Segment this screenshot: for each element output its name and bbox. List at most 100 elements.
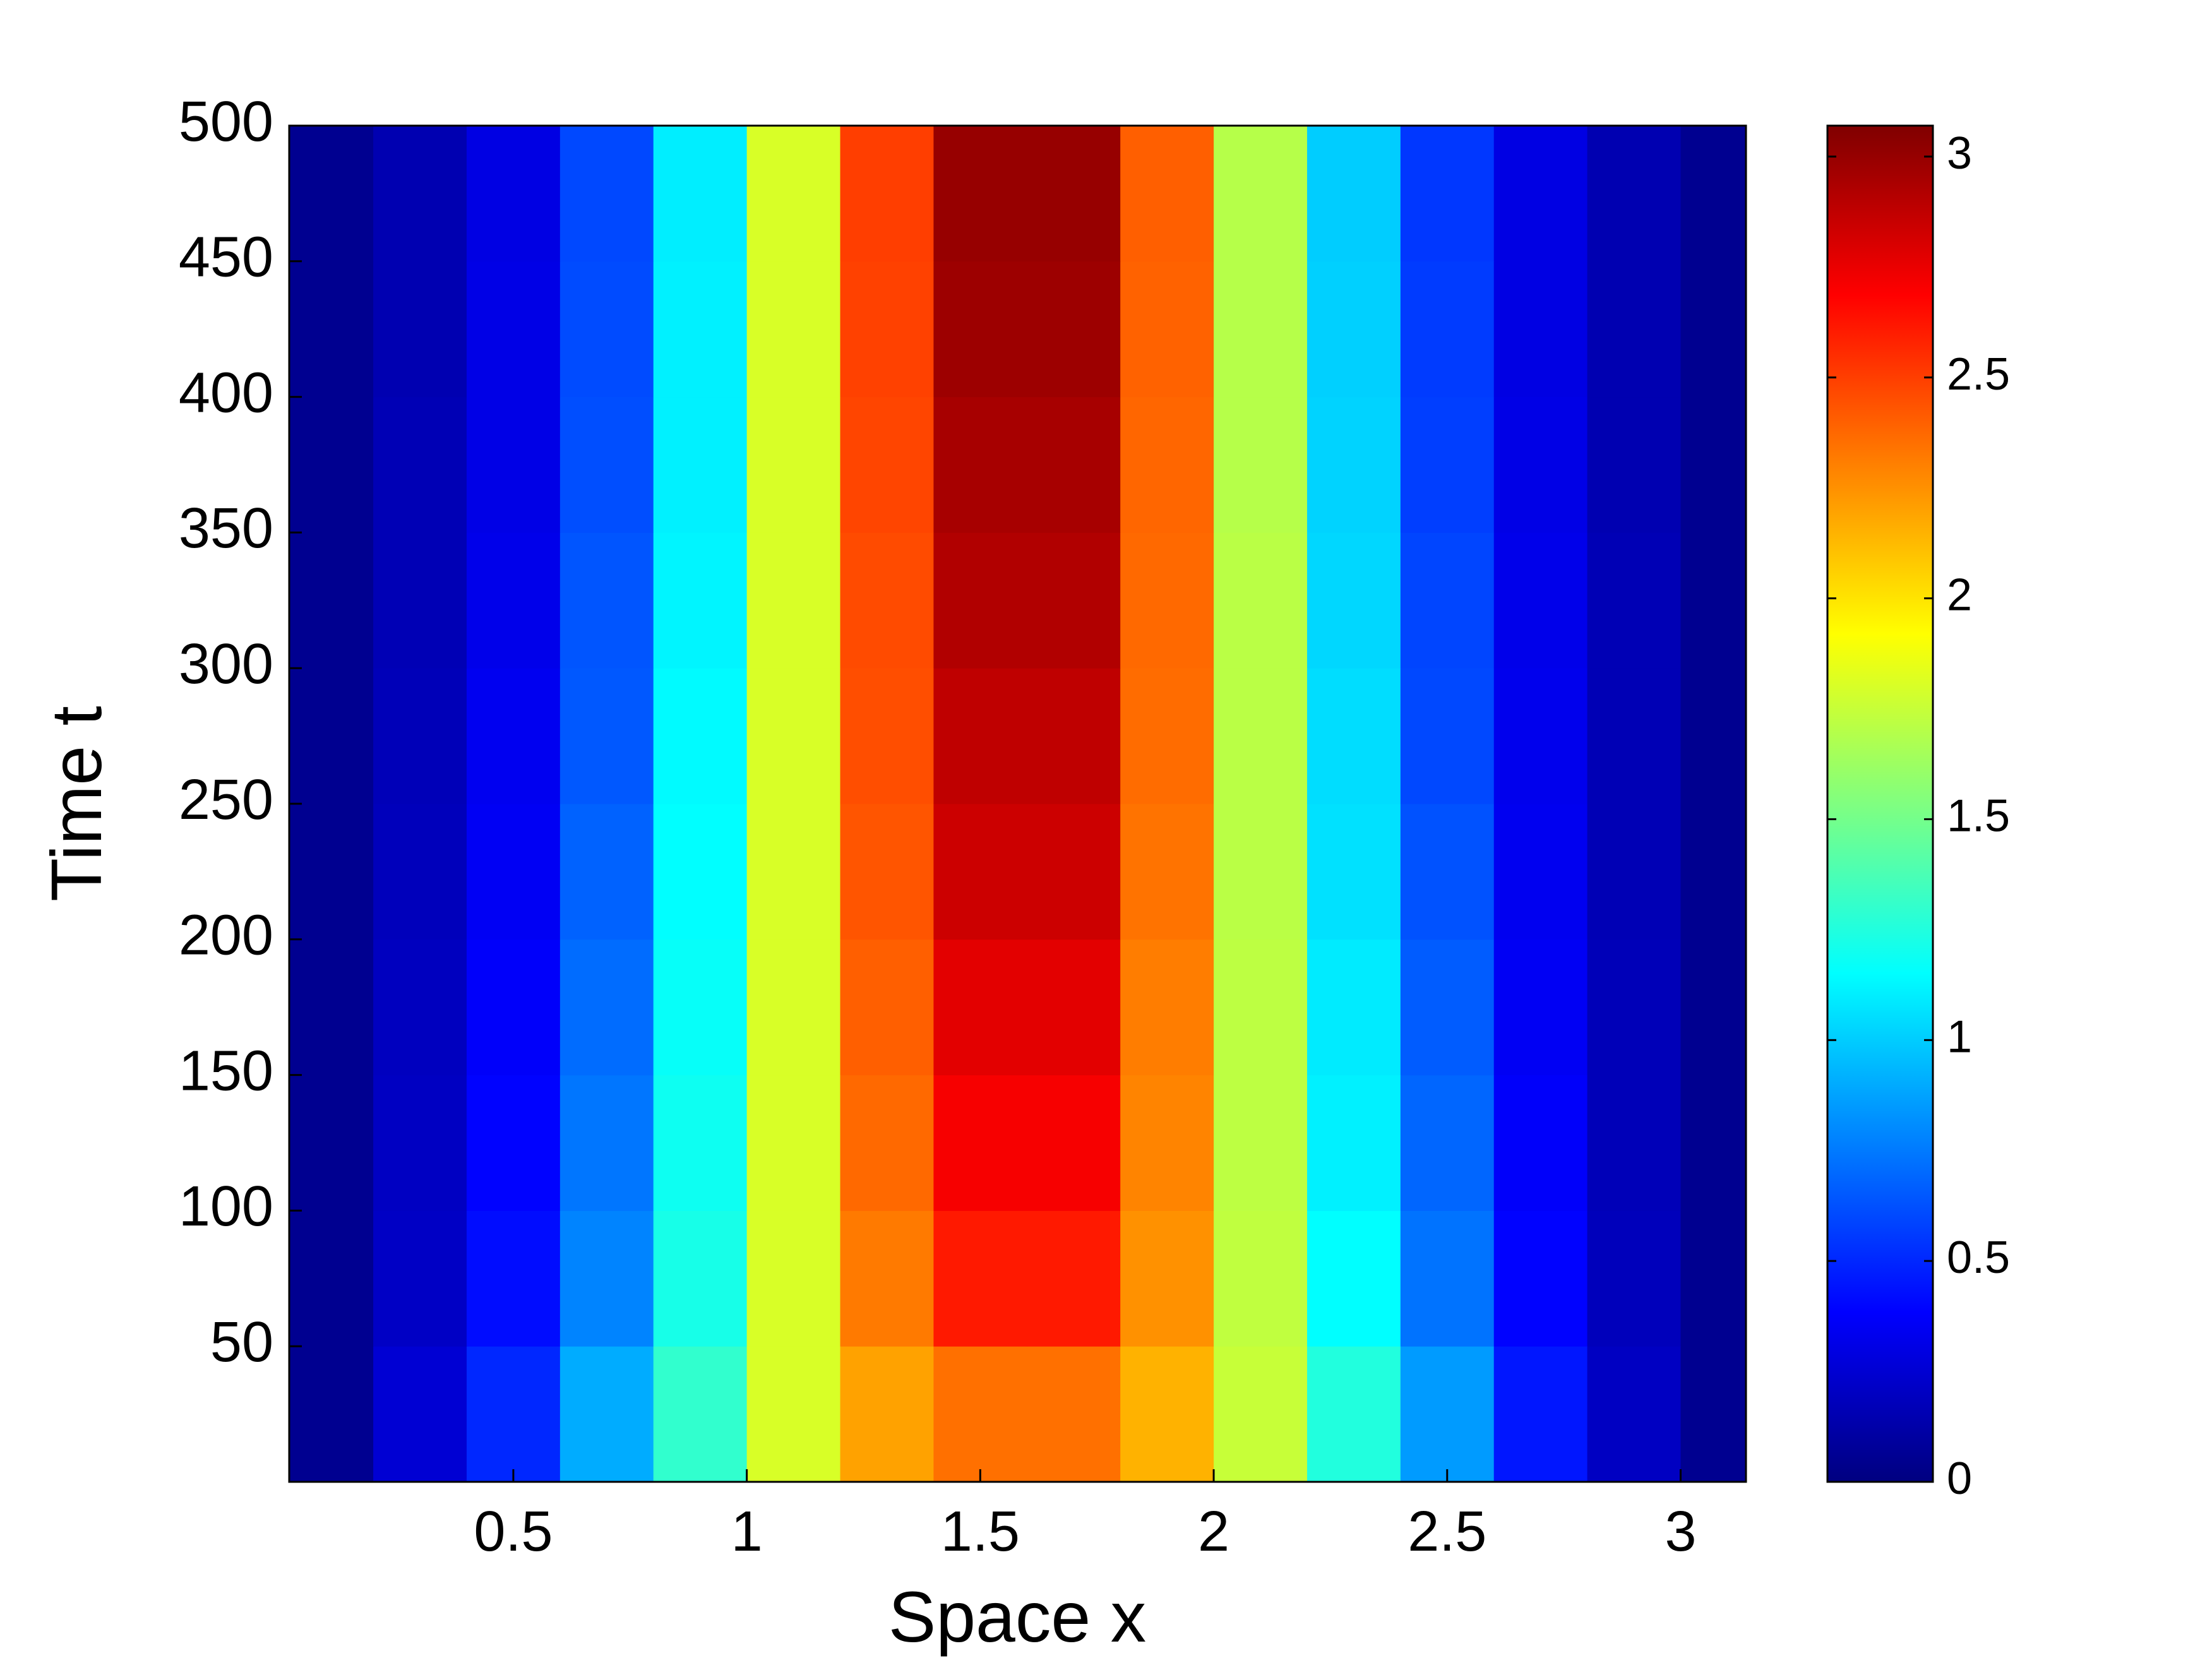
- heat-cell: [1214, 668, 1308, 804]
- heat-cell: [1306, 1075, 1401, 1211]
- heat-cell: [466, 804, 561, 940]
- y-tick-label: 50: [210, 1311, 273, 1374]
- heat-cell: [373, 397, 467, 533]
- x-tick-label: 3: [1665, 1500, 1696, 1563]
- heat-cell: [1680, 939, 1746, 1076]
- heat-cell: [1027, 939, 1121, 1076]
- colorbar-tick-label: 0.5: [1947, 1232, 2010, 1283]
- heat-cell: [746, 126, 841, 262]
- heat-cell: [746, 1210, 841, 1347]
- heat-cell: [653, 668, 748, 804]
- heat-cell: [1493, 532, 1588, 669]
- heat-cell: [466, 1075, 561, 1211]
- heat-cell: [1120, 1346, 1214, 1482]
- heat-cell: [653, 1075, 748, 1211]
- heat-cell: [746, 804, 841, 940]
- heat-cell: [559, 804, 654, 940]
- heat-cell: [1306, 126, 1401, 262]
- heat-cell: [1120, 939, 1214, 1076]
- heat-cell: [289, 397, 374, 533]
- heat-cell: [933, 261, 1027, 398]
- heat-cell: [840, 397, 934, 533]
- heat-cell: [933, 1346, 1027, 1482]
- heat-cell: [840, 261, 934, 398]
- heat-cell: [653, 532, 748, 669]
- heat-cell: [1680, 532, 1746, 669]
- heat-cell: [1587, 939, 1681, 1076]
- heat-cell: [653, 126, 748, 262]
- heat-cell: [1587, 1346, 1681, 1482]
- heat-cell: [559, 1210, 654, 1347]
- heat-cell: [933, 397, 1027, 533]
- heat-cell: [1587, 1075, 1681, 1211]
- heat-cell: [840, 804, 934, 940]
- heat-cell: [1493, 1210, 1588, 1347]
- heat-cell: [466, 126, 561, 262]
- heat-cell: [1120, 804, 1214, 940]
- heat-cell: [289, 939, 374, 1076]
- heat-cell: [466, 261, 561, 398]
- heat-cell: [559, 126, 654, 262]
- heat-cell: [1493, 397, 1588, 533]
- heat-cell: [1400, 668, 1495, 804]
- heat-cell: [1587, 126, 1681, 262]
- heat-cell: [466, 1346, 561, 1482]
- heat-cell: [653, 939, 748, 1076]
- y-tick-label: 350: [179, 497, 273, 560]
- heat-cell: [746, 397, 841, 533]
- heat-cell: [653, 1346, 748, 1482]
- heat-cell: [1120, 532, 1214, 669]
- colorbar-tick-label: 0: [1947, 1453, 1972, 1504]
- heat-cell: [466, 397, 561, 533]
- colorbar-tick-label: 1: [1947, 1011, 1972, 1062]
- heat-cell: [1214, 126, 1308, 262]
- heat-cell: [1027, 397, 1121, 533]
- heat-cell: [289, 1210, 374, 1347]
- heat-cell: [933, 1075, 1027, 1211]
- heat-cell: [933, 126, 1027, 262]
- heat-cell: [466, 668, 561, 804]
- heat-cell: [1306, 1346, 1401, 1482]
- heat-cell: [1214, 532, 1308, 669]
- heat-cell: [653, 1210, 748, 1347]
- heat-cell: [1493, 668, 1588, 804]
- heat-cell: [1680, 261, 1746, 398]
- heat-cell: [933, 1210, 1027, 1347]
- heat-cell: [840, 1210, 934, 1347]
- heat-cell: [1587, 668, 1681, 804]
- heat-cell: [1680, 397, 1746, 533]
- heat-cell: [466, 532, 561, 669]
- heat-cell: [1587, 1210, 1681, 1347]
- heat-cell: [559, 1346, 654, 1482]
- heat-cell: [559, 1075, 654, 1211]
- heat-cell: [559, 939, 654, 1076]
- heat-cell: [289, 532, 374, 669]
- heat-cell: [1306, 1210, 1401, 1347]
- heat-cell: [1027, 1210, 1121, 1347]
- colorbar-tick-label: 2: [1947, 570, 1972, 621]
- heat-cell: [559, 261, 654, 398]
- heat-cell: [1120, 1210, 1214, 1347]
- heat-cell: [559, 668, 654, 804]
- heat-cell: [1680, 126, 1746, 262]
- heat-cell: [1027, 261, 1121, 398]
- heat-cell: [289, 126, 374, 262]
- heat-cell: [373, 804, 467, 940]
- x-tick-label: 1: [731, 1500, 763, 1563]
- heat-cell: [746, 1075, 841, 1211]
- heat-cell: [289, 1075, 374, 1211]
- heat-cell: [1214, 1346, 1308, 1482]
- heat-cell: [1120, 126, 1214, 262]
- heat-cell: [1306, 397, 1401, 533]
- heat-cell: [1680, 1075, 1746, 1211]
- heat-cell: [373, 939, 467, 1076]
- y-tick-label: 100: [179, 1175, 273, 1238]
- heat-cell: [653, 804, 748, 940]
- heat-cell: [840, 939, 934, 1076]
- heat-cell: [746, 939, 841, 1076]
- heat-cell: [1587, 397, 1681, 533]
- heat-cell: [1214, 804, 1308, 940]
- y-axis-label: Time t: [37, 706, 116, 902]
- heat-cell: [1120, 261, 1214, 398]
